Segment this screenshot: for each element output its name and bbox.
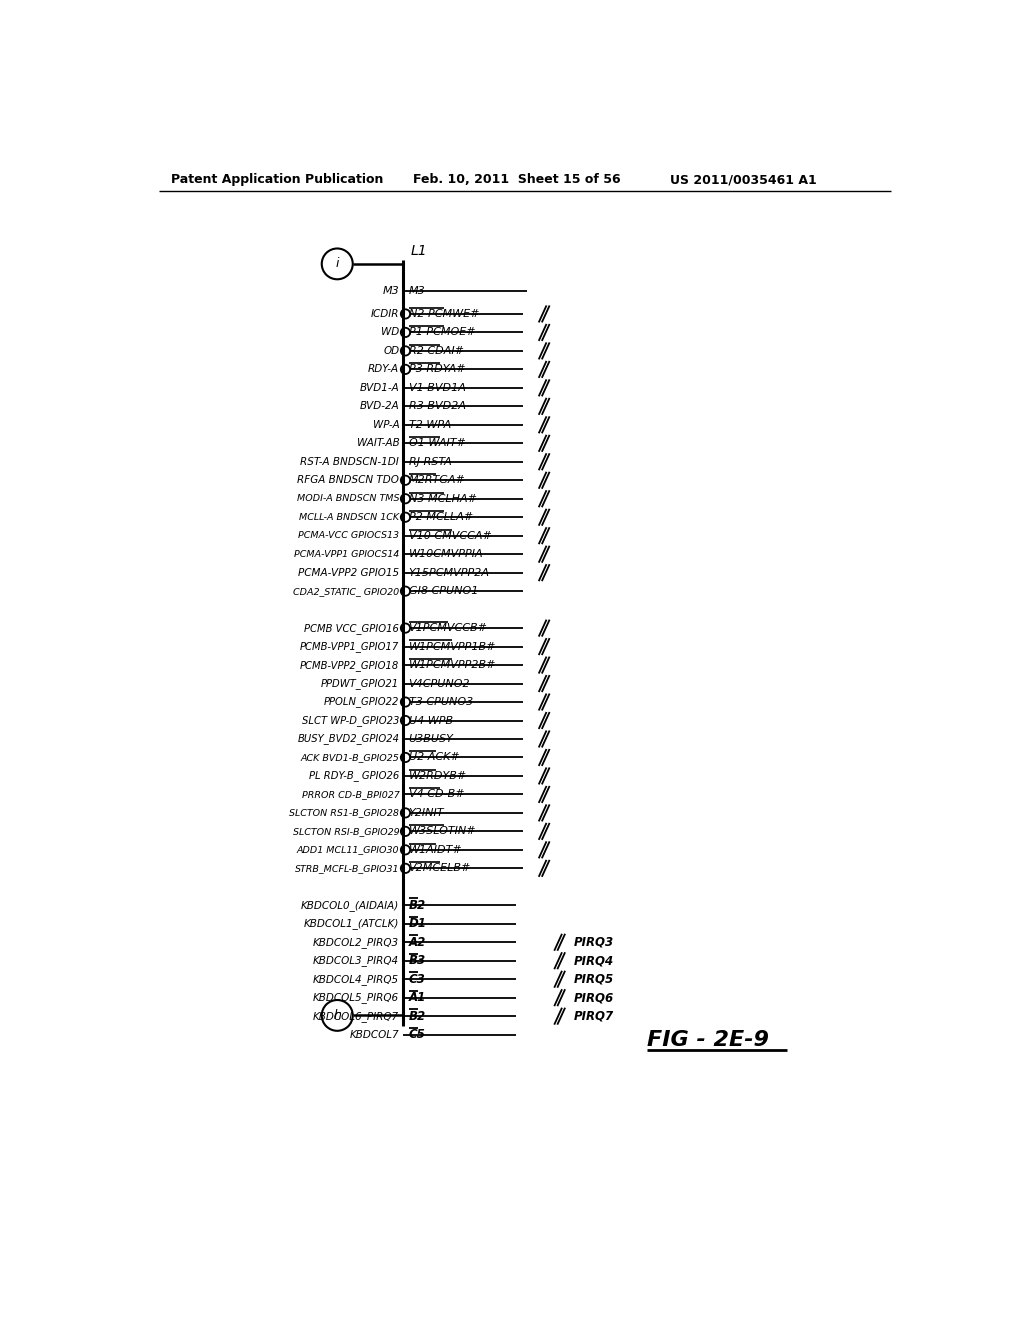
Text: PCMB VCC_GPIO16: PCMB VCC_GPIO16 <box>304 623 399 634</box>
Text: Y15PCMVPP2A: Y15PCMVPP2A <box>409 568 489 578</box>
Text: A2: A2 <box>409 936 426 949</box>
Text: OD: OD <box>383 346 399 356</box>
Text: RDY-A: RDY-A <box>368 364 399 375</box>
Text: SLCTON RS1-B_GPIO28: SLCTON RS1-B_GPIO28 <box>290 808 399 817</box>
Text: B3: B3 <box>409 954 426 968</box>
Text: BVD1-A: BVD1-A <box>359 383 399 393</box>
Text: B2: B2 <box>409 1010 426 1023</box>
Text: SLCTON RSI-B_GPIO29: SLCTON RSI-B_GPIO29 <box>293 826 399 836</box>
Text: C3: C3 <box>409 973 425 986</box>
Text: W1PCMVPP1B#: W1PCMVPP1B# <box>409 642 496 652</box>
Text: Feb. 10, 2011  Sheet 15 of 56: Feb. 10, 2011 Sheet 15 of 56 <box>414 173 621 186</box>
Text: PCMA-VPP2 GPIO15: PCMA-VPP2 GPIO15 <box>298 568 399 578</box>
Text: U4 WPB: U4 WPB <box>409 715 453 726</box>
Text: PIRQ7: PIRQ7 <box>573 1010 613 1023</box>
Text: C5: C5 <box>409 1028 425 1041</box>
Text: N2 PCMWE#: N2 PCMWE# <box>409 309 479 319</box>
Text: W2RDYB#: W2RDYB# <box>409 771 467 781</box>
Text: KBDCOL7: KBDCOL7 <box>349 1030 399 1040</box>
Text: RJ RSTA: RJ RSTA <box>409 457 452 467</box>
Text: V4CPUNO2: V4CPUNO2 <box>409 678 470 689</box>
Text: V1PCMVCCB#: V1PCMVCCB# <box>409 623 487 634</box>
Text: M3: M3 <box>383 286 399 296</box>
Text: MODI-A BNDSCN TMS: MODI-A BNDSCN TMS <box>297 494 399 503</box>
Text: h: h <box>334 1008 341 1022</box>
Text: M3: M3 <box>409 286 425 296</box>
Text: P3 RDYA#: P3 RDYA# <box>409 364 465 375</box>
Text: STRB_MCFL-B_GPIO31: STRB_MCFL-B_GPIO31 <box>295 863 399 873</box>
Text: T2 WPA: T2 WPA <box>409 420 451 430</box>
Text: PIRQ4: PIRQ4 <box>573 954 613 968</box>
Text: US 2011/0035461 A1: US 2011/0035461 A1 <box>671 173 817 186</box>
Text: SLCT WP-D_GPIO23: SLCT WP-D_GPIO23 <box>302 715 399 726</box>
Text: RST-A BNDSCN-1DI: RST-A BNDSCN-1DI <box>300 457 399 467</box>
Text: L1: L1 <box>411 244 427 257</box>
Text: PIRQ3: PIRQ3 <box>573 936 613 949</box>
Text: PL RDY-B_ GPIO26: PL RDY-B_ GPIO26 <box>309 771 399 781</box>
Text: T3 CPUNO3: T3 CPUNO3 <box>409 697 473 708</box>
Text: PPOLN_GPIO22: PPOLN_GPIO22 <box>324 697 399 708</box>
Text: WAIT-AB: WAIT-AB <box>356 438 399 449</box>
Text: P2 MCLLA#: P2 MCLLA# <box>409 512 473 523</box>
Text: PCMA-VPP1 GPIOCS14: PCMA-VPP1 GPIOCS14 <box>294 549 399 558</box>
Text: D1: D1 <box>409 917 426 931</box>
Text: KBDCOL1_(ATCLK): KBDCOL1_(ATCLK) <box>304 919 399 929</box>
Text: GI8 CPUNO1: GI8 CPUNO1 <box>409 586 478 597</box>
Text: MCLL-A BNDSCN 1CK: MCLL-A BNDSCN 1CK <box>299 512 399 521</box>
Text: FIG - 2E-9: FIG - 2E-9 <box>647 1030 769 1049</box>
Text: KBDCOL6_PIRQ7: KBDCOL6_PIRQ7 <box>313 1011 399 1022</box>
Text: B2: B2 <box>409 899 426 912</box>
Text: V10 CMVCCA#: V10 CMVCCA# <box>409 531 492 541</box>
Text: KBDCOL5_PIRQ6: KBDCOL5_PIRQ6 <box>313 993 399 1003</box>
Text: PCMB-VPP2_GPIO18: PCMB-VPP2_GPIO18 <box>300 660 399 671</box>
Text: N3 MCLHA#: N3 MCLHA# <box>409 494 476 504</box>
Text: PIRQ6: PIRQ6 <box>573 991 613 1005</box>
Text: R2 CDAI#: R2 CDAI# <box>409 346 464 356</box>
Text: W1PCMVPP2B#: W1PCMVPP2B# <box>409 660 496 671</box>
Text: KBDCOL4_PIRQ5: KBDCOL4_PIRQ5 <box>313 974 399 985</box>
Text: W10CMVPPIA: W10CMVPPIA <box>409 549 483 560</box>
Text: KBDCOL0_(AIDAIA): KBDCOL0_(AIDAIA) <box>301 900 399 911</box>
Text: Patent Application Publication: Patent Application Publication <box>171 173 383 186</box>
Text: BVD-2A: BVD-2A <box>359 401 399 412</box>
Text: W3SLOTIN#: W3SLOTIN# <box>409 826 476 837</box>
Text: PCMA-VCC GPIOCS13: PCMA-VCC GPIOCS13 <box>298 531 399 540</box>
Text: ADD1 MCL11_GPIO30: ADD1 MCL11_GPIO30 <box>297 845 399 854</box>
Text: V2MCELB#: V2MCELB# <box>409 863 471 874</box>
Text: Y2INIT: Y2INIT <box>409 808 444 818</box>
Text: WD: WD <box>381 327 399 338</box>
Text: U3BUSY: U3BUSY <box>409 734 454 744</box>
Text: M2RTGA#: M2RTGA# <box>409 475 466 486</box>
Text: RFGA BNDSCN TDO: RFGA BNDSCN TDO <box>297 475 399 486</box>
Text: A1: A1 <box>409 991 426 1005</box>
Text: KBDCOL2_PIRQ3: KBDCOL2_PIRQ3 <box>313 937 399 948</box>
Text: KBDCOL3_PIRQ4: KBDCOL3_PIRQ4 <box>313 956 399 966</box>
Text: U2 ACK#: U2 ACK# <box>409 752 460 763</box>
Text: R3 BVD2A: R3 BVD2A <box>409 401 466 412</box>
Text: PPDWT_GPIO21: PPDWT_GPIO21 <box>322 678 399 689</box>
Text: PIRQ5: PIRQ5 <box>573 973 613 986</box>
Text: P1 PCMOE#: P1 PCMOE# <box>409 327 475 338</box>
Text: W1AIDT#: W1AIDT# <box>409 845 462 855</box>
Text: O1 WAIT#: O1 WAIT# <box>409 438 466 449</box>
Text: ACK BVD1-B_GPIO25: ACK BVD1-B_GPIO25 <box>300 752 399 762</box>
Text: WP-A: WP-A <box>373 420 399 430</box>
Text: PCMB-VPP1_GPIO17: PCMB-VPP1_GPIO17 <box>300 642 399 652</box>
Text: V4 CD-B#: V4 CD-B# <box>409 789 464 800</box>
Text: i: i <box>336 257 339 271</box>
Text: ICDIR: ICDIR <box>371 309 399 319</box>
Text: CDA2_STATIC_ GPIO20: CDA2_STATIC_ GPIO20 <box>293 586 399 595</box>
Text: BUSY_BVD2_GPIO24: BUSY_BVD2_GPIO24 <box>297 734 399 744</box>
Text: V1 BVD1A: V1 BVD1A <box>409 383 466 393</box>
Text: PRROR CD-B_BPI027: PRROR CD-B_BPI027 <box>301 789 399 799</box>
